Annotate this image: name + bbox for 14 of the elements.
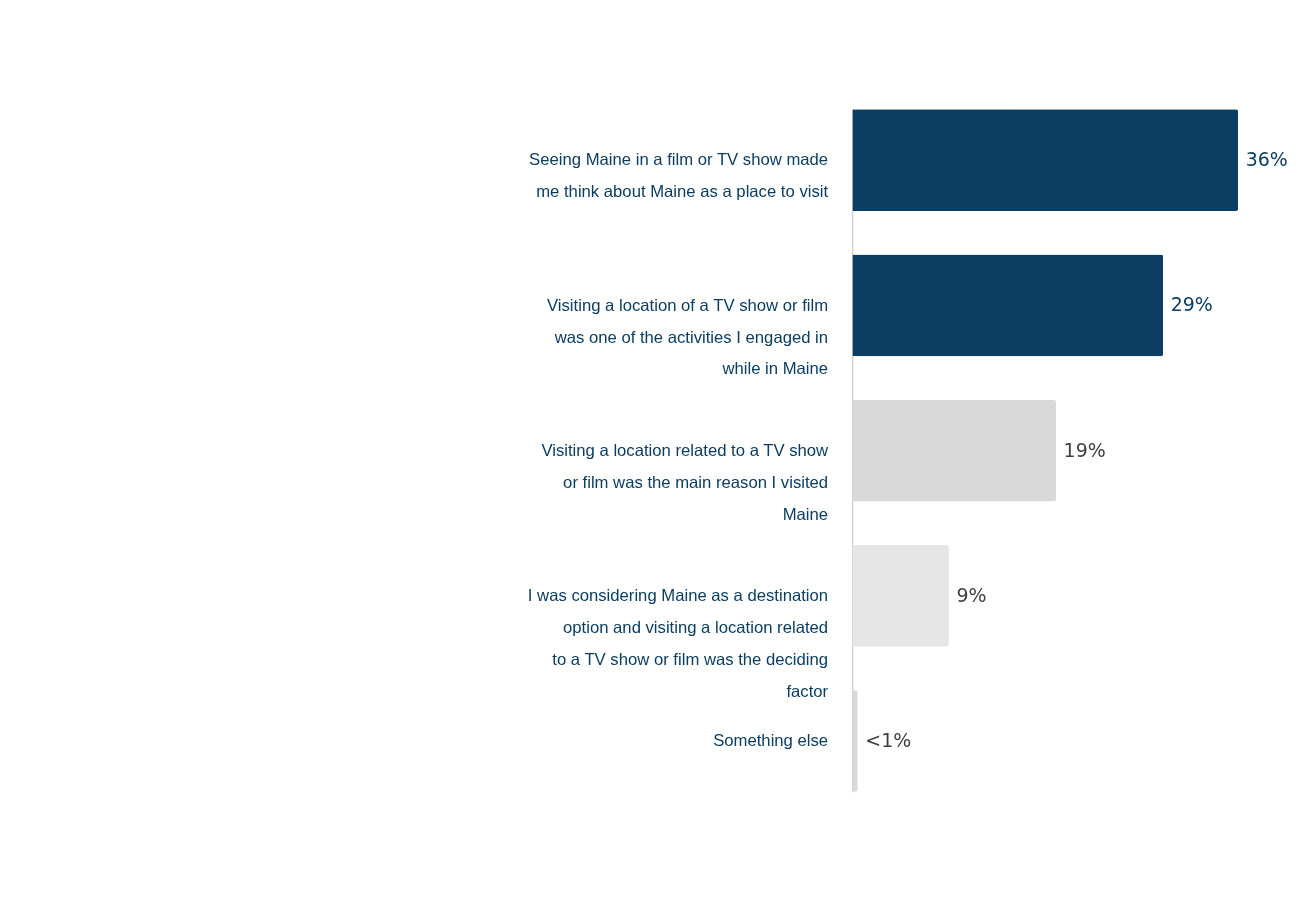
bar — [852, 544, 949, 647]
bar — [852, 109, 1239, 211]
y-tick-label: Seeing Maine in a film or TV show made me think about Maine as a place to visit — [529, 150, 829, 202]
bar — [852, 254, 1164, 357]
data-label: 29% — [1170, 293, 1213, 316]
y-tick-label: Visiting a location of a TV show or film was one of the activities I engaged in while in Maine — [547, 295, 829, 379]
y-tick-label: Something else — [713, 731, 829, 751]
bar — [852, 399, 1056, 502]
data-label: <1% — [865, 729, 912, 752]
data-label: 36% — [1245, 148, 1288, 171]
y-tick-label: Visiting a location related to a TV show or film was the main reason I visited Maine — [541, 440, 830, 524]
data-label: 9% — [956, 583, 987, 606]
data-label: 19% — [1063, 438, 1106, 461]
y-tick-label: I was considering Maine as a destination option and visiting a location related to a TV show or film was the deciding factor — [527, 586, 829, 701]
